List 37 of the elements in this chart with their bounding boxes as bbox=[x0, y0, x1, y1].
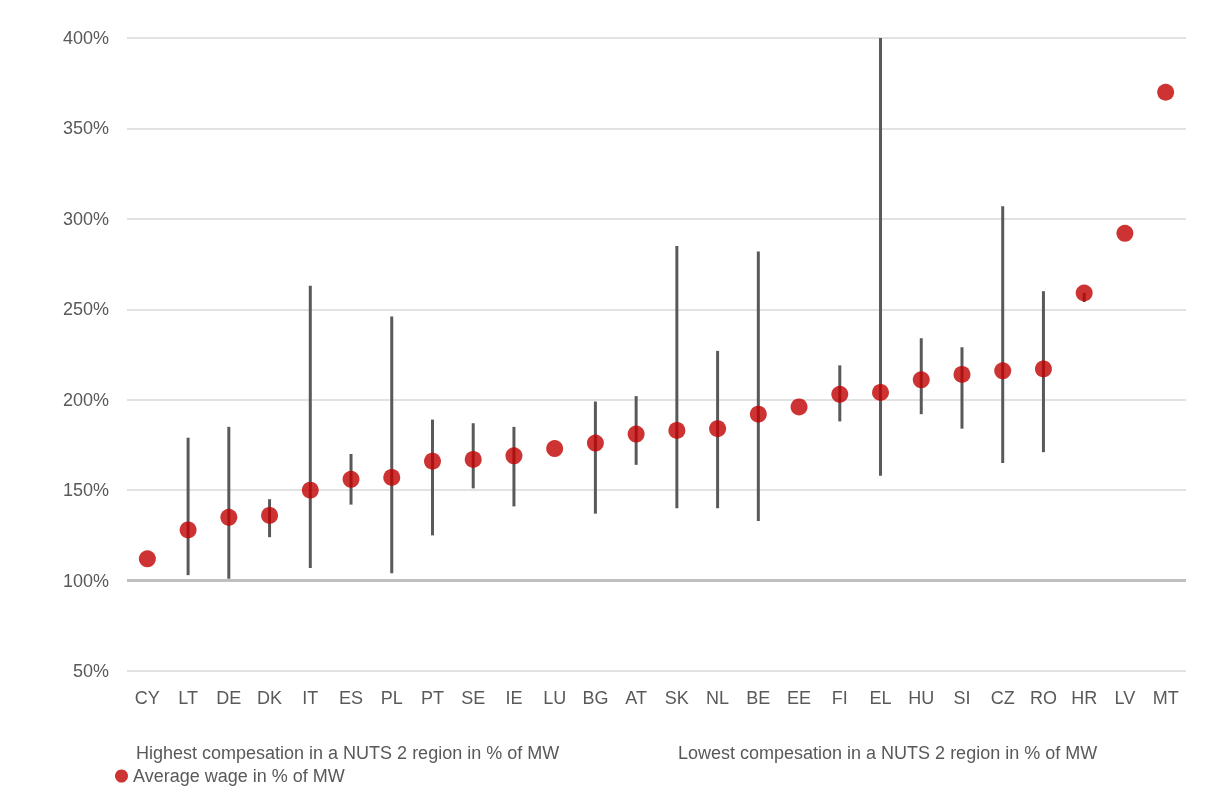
x-tick-label: HU bbox=[908, 688, 935, 708]
y-tick-label: 250% bbox=[62, 299, 109, 320]
x-tick-label: BE bbox=[746, 688, 771, 708]
legend-label: Average wage in % of MW bbox=[133, 766, 345, 786]
x-tick-label: BG bbox=[582, 688, 609, 708]
x-tick-label: DE bbox=[216, 688, 242, 708]
x-tick-label: PL bbox=[380, 688, 403, 708]
y-tick-label: 50% bbox=[72, 661, 109, 681]
x-tick-label: FI bbox=[831, 688, 848, 708]
x-tick-label: LV bbox=[1114, 688, 1136, 708]
x-tick-label: CZ bbox=[990, 688, 1015, 708]
x-tick-label: PT bbox=[420, 688, 444, 708]
x-tick-label: ES bbox=[339, 688, 364, 708]
y-tick-label: 100% bbox=[62, 570, 109, 591]
text: Highest compesation in a NUTS 2 region in % of MW bbox=[136, 743, 560, 763]
y-tick-label: 200% bbox=[62, 389, 109, 410]
y-tick-label: 150% bbox=[62, 480, 109, 501]
x-tick-label: NL bbox=[706, 688, 730, 708]
text: Lowest compesation in a NUTS 2 region in % of MW bbox=[678, 743, 1098, 763]
x-tick-label: EE bbox=[787, 688, 812, 708]
x-tick-label: IT bbox=[302, 688, 319, 708]
x-tick-label: MT bbox=[1152, 688, 1179, 708]
x-tick-label: SI bbox=[953, 688, 971, 708]
x-tick-label: IE bbox=[505, 688, 523, 708]
y-tick-label: 350% bbox=[62, 118, 109, 139]
x-tick-label: HR bbox=[1071, 688, 1098, 708]
x-tick-label: DK bbox=[257, 688, 283, 708]
x-tick-label: SE bbox=[461, 688, 486, 708]
x-tick-label: CY bbox=[134, 688, 160, 708]
y-tick-label: 300% bbox=[62, 208, 109, 229]
y-tick-label: 400% bbox=[62, 28, 109, 48]
x-tick-label: SK bbox=[664, 688, 689, 708]
x-tick-label: RO bbox=[1029, 688, 1057, 708]
x-tick-label: AT bbox=[625, 688, 647, 708]
x-tick-label: LU bbox=[543, 688, 567, 708]
x-tick-label: EL bbox=[869, 688, 892, 708]
x-tick-label: LT bbox=[178, 688, 198, 708]
